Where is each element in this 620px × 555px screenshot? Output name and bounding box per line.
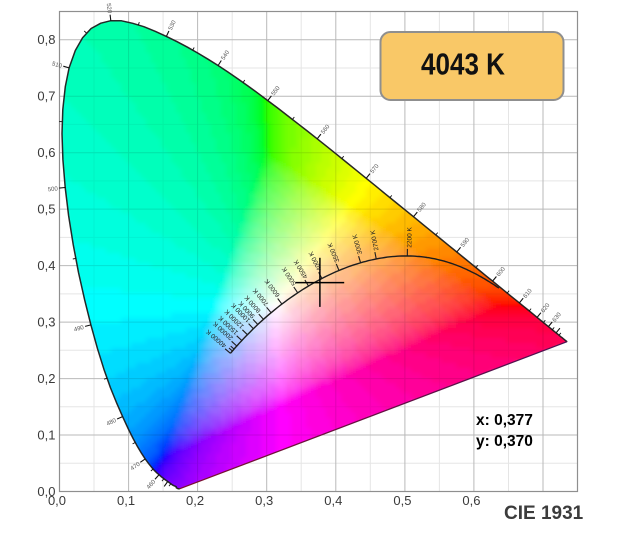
svg-text:0,4: 0,4 [37,258,55,273]
svg-text:x: 0,377: x: 0,377 [476,412,533,429]
svg-text:0,7: 0,7 [37,89,55,104]
svg-text:0,0: 0,0 [48,493,66,508]
svg-text:0,8: 0,8 [37,32,55,47]
svg-text:0,1: 0,1 [37,428,55,443]
svg-text:0,5: 0,5 [393,493,411,508]
svg-text:0,2: 0,2 [186,493,204,508]
svg-text:0,5: 0,5 [37,202,55,217]
svg-text:2200 K: 2200 K [406,226,413,247]
svg-text:0,3: 0,3 [255,493,273,508]
svg-text:CIE 1931: CIE 1931 [504,503,584,524]
svg-text:y: 0,370: y: 0,370 [476,433,533,450]
svg-text:0,6: 0,6 [37,145,55,160]
svg-text:0,1: 0,1 [117,493,135,508]
svg-text:500: 500 [48,186,59,193]
svg-text:0,4: 0,4 [324,493,342,508]
svg-text:0,6: 0,6 [462,493,480,508]
svg-text:4043 K: 4043 K [421,48,505,82]
svg-text:0,2: 0,2 [37,371,55,386]
svg-text:0,3: 0,3 [37,315,55,330]
svg-text:520: 520 [105,3,112,14]
